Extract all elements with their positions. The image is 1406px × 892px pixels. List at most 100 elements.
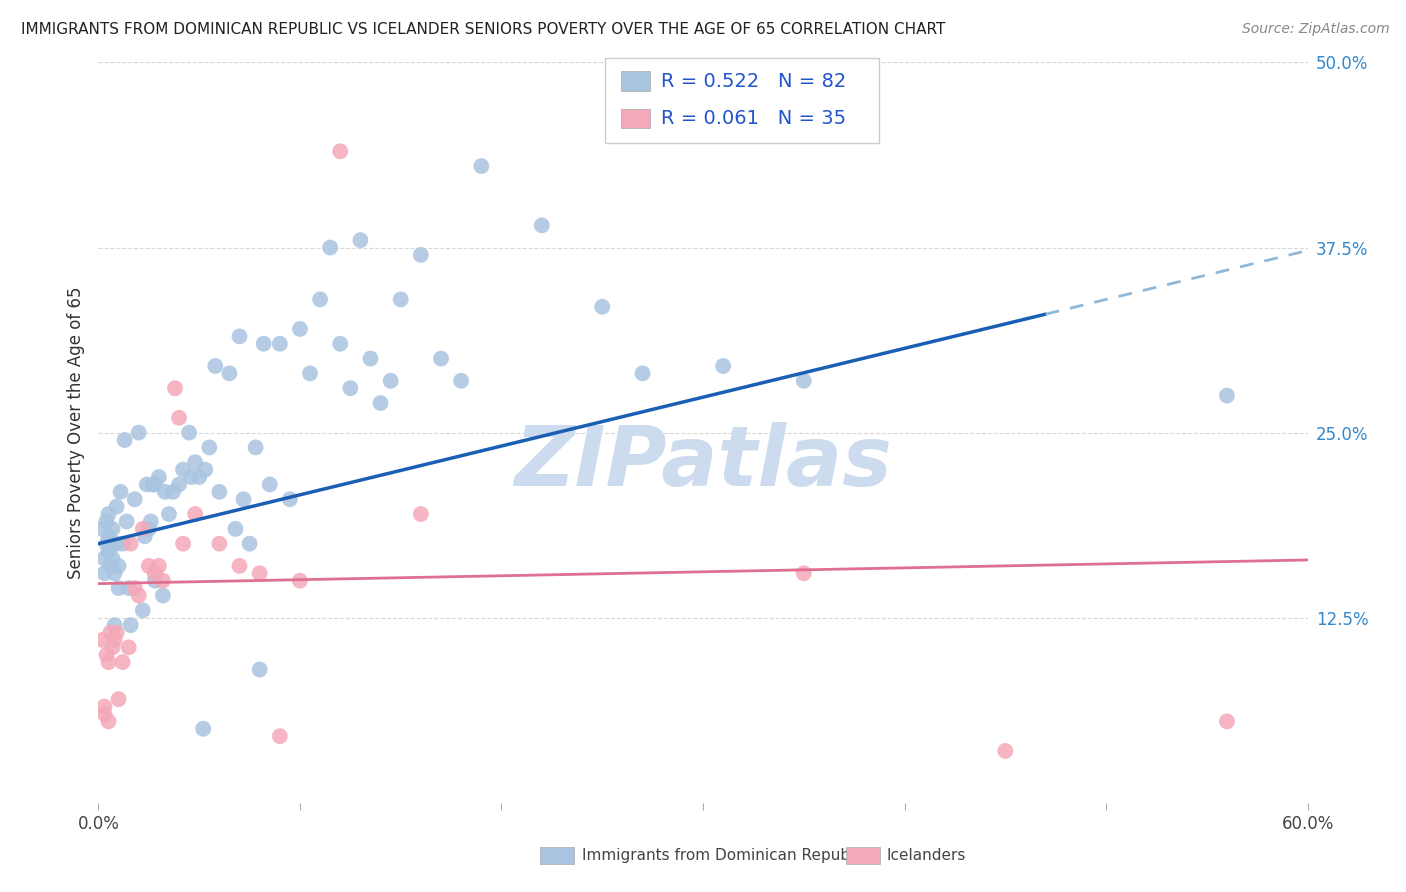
Point — [148, 558, 170, 573]
Point — [148, 470, 170, 484]
Point — [329, 336, 352, 351]
Point — [138, 522, 160, 536]
Point — [114, 433, 136, 447]
Point — [370, 396, 392, 410]
Point — [103, 566, 125, 581]
Point — [97, 714, 120, 729]
Point — [105, 625, 128, 640]
Point — [118, 640, 141, 655]
Point — [591, 300, 613, 314]
Point — [97, 529, 120, 543]
Point — [142, 477, 165, 491]
Point — [793, 566, 815, 581]
Text: R = 0.522   N = 82: R = 0.522 N = 82 — [661, 71, 846, 91]
Point — [93, 551, 115, 566]
Point — [120, 536, 142, 550]
Point — [107, 581, 129, 595]
Point — [288, 574, 311, 588]
Point — [111, 655, 134, 669]
Point — [167, 477, 190, 491]
Point — [124, 581, 146, 595]
Point — [1216, 714, 1239, 729]
Point — [96, 648, 118, 662]
Point — [103, 618, 125, 632]
Point — [105, 536, 128, 550]
Point — [269, 729, 291, 743]
Point — [409, 248, 432, 262]
Point — [239, 536, 262, 550]
Point — [96, 536, 118, 550]
Point — [163, 381, 186, 395]
Point — [97, 507, 120, 521]
Point — [97, 655, 120, 669]
Point — [319, 240, 342, 255]
Point — [193, 722, 215, 736]
Point — [139, 515, 162, 529]
Point — [470, 159, 492, 173]
FancyBboxPatch shape — [540, 847, 574, 863]
Point — [101, 640, 124, 655]
Point — [228, 329, 250, 343]
Point — [245, 441, 267, 455]
Point — [711, 359, 734, 373]
Point — [299, 367, 322, 381]
Y-axis label: Seniors Poverty Over the Age of 65: Seniors Poverty Over the Age of 65 — [66, 286, 84, 579]
Point — [188, 470, 211, 484]
Point — [118, 581, 141, 595]
Point — [152, 574, 174, 588]
Point — [450, 374, 472, 388]
Point — [360, 351, 382, 366]
Point — [208, 536, 231, 550]
Point — [204, 359, 226, 373]
Point — [389, 293, 412, 307]
Point — [278, 492, 301, 507]
Point — [218, 367, 240, 381]
Point — [100, 558, 122, 573]
Point — [134, 529, 156, 543]
Point — [132, 603, 155, 617]
Point — [110, 484, 132, 499]
Text: Source: ZipAtlas.com: Source: ZipAtlas.com — [1241, 22, 1389, 37]
Point — [111, 536, 134, 550]
Point — [269, 336, 291, 351]
Text: Icelanders: Icelanders — [887, 848, 966, 863]
Point — [228, 558, 250, 573]
Point — [249, 566, 271, 581]
Point — [107, 558, 129, 573]
Point — [224, 522, 246, 536]
Point — [309, 293, 332, 307]
Point — [132, 522, 155, 536]
Point — [172, 536, 194, 550]
Point — [97, 544, 120, 558]
Point — [100, 625, 122, 640]
Point — [172, 462, 194, 476]
Point — [208, 484, 231, 499]
Point — [101, 551, 124, 566]
Point — [198, 441, 221, 455]
Text: IMMIGRANTS FROM DOMINICAN REPUBLIC VS ICELANDER SENIORS POVERTY OVER THE AGE OF : IMMIGRANTS FROM DOMINICAN REPUBLIC VS IC… — [21, 22, 945, 37]
Point — [153, 484, 176, 499]
Point — [107, 692, 129, 706]
Point — [157, 507, 180, 521]
Point — [135, 477, 157, 491]
Point — [138, 558, 160, 573]
Point — [93, 706, 115, 721]
Point — [115, 515, 138, 529]
Point — [380, 374, 402, 388]
Text: R = 0.061   N = 35: R = 0.061 N = 35 — [661, 109, 846, 128]
Point — [143, 566, 166, 581]
Point — [162, 484, 184, 499]
Point — [349, 233, 371, 247]
Point — [249, 663, 271, 677]
Text: ZIPatlas: ZIPatlas — [515, 422, 891, 503]
Point — [167, 410, 190, 425]
Point — [194, 462, 217, 476]
Point — [793, 374, 815, 388]
Point — [152, 589, 174, 603]
Point — [430, 351, 453, 366]
Point — [179, 425, 201, 440]
Point — [93, 699, 115, 714]
Point — [184, 455, 207, 469]
Point — [143, 477, 166, 491]
Point — [143, 574, 166, 588]
